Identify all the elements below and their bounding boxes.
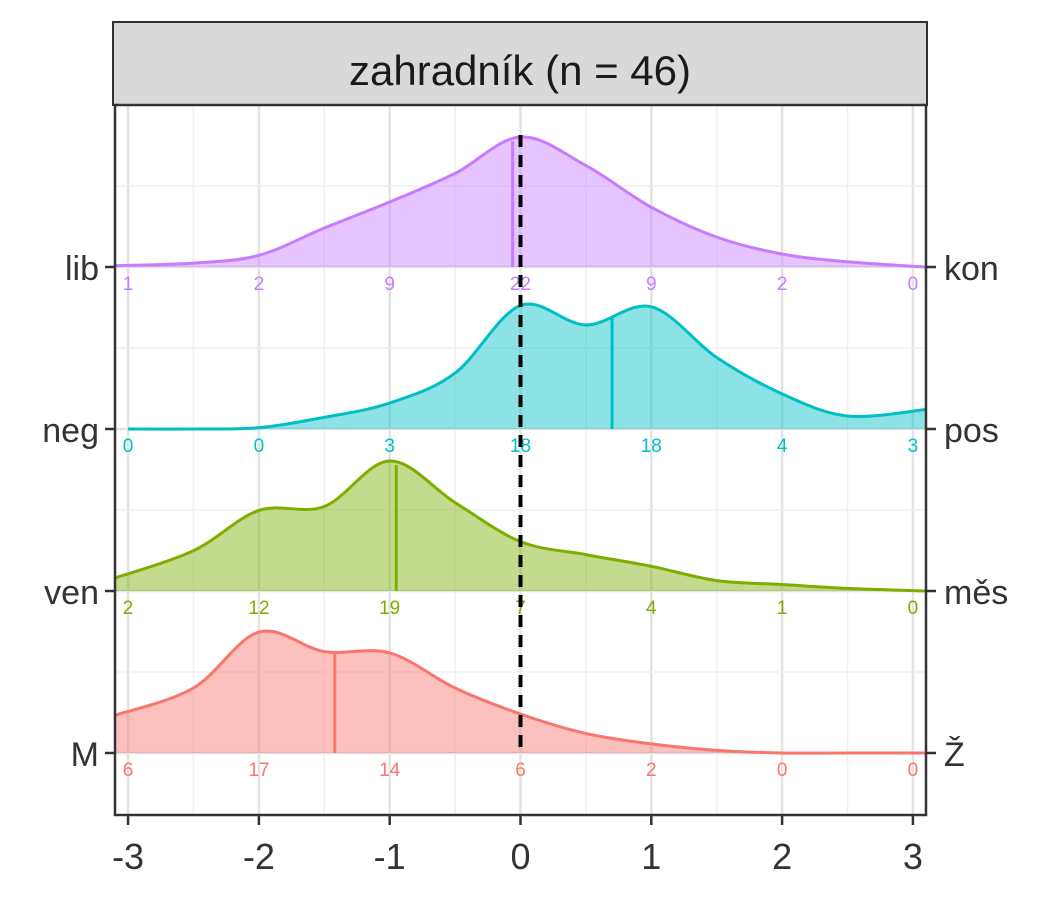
density-area xyxy=(115,460,926,591)
count-label: 6 xyxy=(515,760,526,781)
count-label: 14 xyxy=(379,760,401,781)
count-label: 0 xyxy=(777,760,788,781)
density-area xyxy=(115,631,926,754)
density-line xyxy=(114,459,927,593)
count-label: 4 xyxy=(646,598,657,619)
count-label: 6 xyxy=(123,760,134,781)
count-label: 2 xyxy=(777,274,788,295)
y-label-right: měs xyxy=(944,574,1008,612)
count-label: 2 xyxy=(123,598,134,619)
count-label: 3 xyxy=(384,436,395,457)
count-label: 1 xyxy=(777,598,788,619)
y-label-right: kon xyxy=(944,250,999,288)
y-label-left: neg xyxy=(42,412,99,450)
y-label-left: M xyxy=(71,736,99,774)
x-tick-label: 3 xyxy=(903,836,923,877)
count-label: 0 xyxy=(123,436,134,457)
count-label: 0 xyxy=(908,598,919,619)
count-label: 9 xyxy=(646,274,657,295)
y-label-right: pos xyxy=(944,412,999,450)
x-tick-label: -2 xyxy=(243,836,275,877)
count-label: 3 xyxy=(908,436,919,457)
count-label: 9 xyxy=(384,274,395,295)
count-label: 4 xyxy=(777,436,788,457)
x-tick-label: 0 xyxy=(510,836,530,877)
count-label: 19 xyxy=(379,598,400,619)
y-label-right: Ž xyxy=(944,736,965,774)
count-label: 7 xyxy=(515,598,526,619)
count-label: 0 xyxy=(908,760,919,781)
ridge-M: 6 17 14 6 2 0 0 xyxy=(114,629,926,781)
count-label: 17 xyxy=(248,760,269,781)
count-label: 2 xyxy=(646,760,657,781)
count-label: 12 xyxy=(248,598,269,619)
x-tick-label: -3 xyxy=(112,836,144,877)
facet-strip xyxy=(112,21,928,106)
y-label-left: lib xyxy=(65,250,99,288)
x-tick-label: 1 xyxy=(641,836,661,877)
x-tick-label: -1 xyxy=(374,836,406,877)
ridge-ven: 2 12 19 7 4 1 0 xyxy=(114,459,927,619)
count-label: 1 xyxy=(123,274,134,295)
x-tick-label: 2 xyxy=(772,836,792,877)
count-label: 0 xyxy=(254,436,265,457)
count-label: 2 xyxy=(254,274,265,295)
count-label: 0 xyxy=(908,274,919,295)
density-area xyxy=(128,304,927,430)
facet-title: zahradník (n = 46) xyxy=(349,47,691,94)
count-label: 18 xyxy=(641,436,662,457)
density-line xyxy=(114,629,926,755)
y-label-left: ven xyxy=(44,574,99,612)
